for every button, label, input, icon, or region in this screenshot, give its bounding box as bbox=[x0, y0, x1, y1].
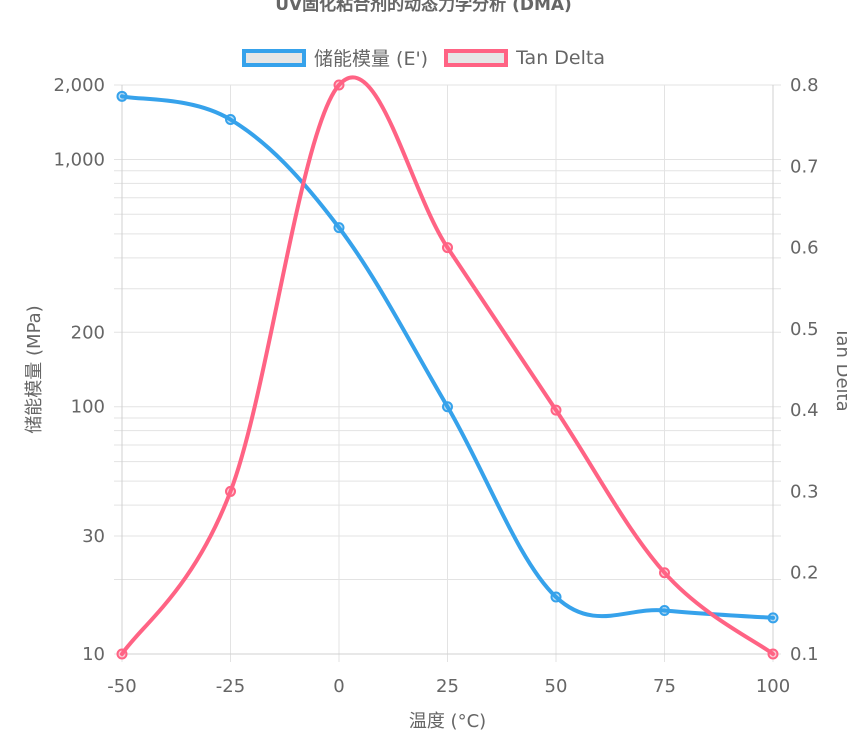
legend-swatch-storage-modulus bbox=[242, 48, 306, 67]
y-left-tick-label: 1,000 bbox=[53, 149, 105, 170]
legend-item-tan-delta[interactable]: Tan Delta bbox=[444, 44, 605, 71]
x-tick-label: 25 bbox=[436, 676, 459, 697]
data-point-storage-modulus[interactable] bbox=[116, 90, 128, 102]
y-right-tick-label: 0.6 bbox=[790, 238, 819, 259]
y-left-tick-label: 200 bbox=[71, 322, 105, 343]
legend-swatch-tan-delta bbox=[444, 48, 509, 67]
y-left-tick-label: 30 bbox=[82, 526, 105, 547]
y-right-tick-label: 0.4 bbox=[790, 400, 819, 421]
y-axis-right-title: Tan Delta bbox=[832, 326, 847, 411]
data-point-storage-modulus[interactable] bbox=[225, 114, 236, 126]
y-right-tick-label: 0.7 bbox=[790, 156, 819, 177]
axis-labels: -50 -25 0 25 50 75 100 10 30 100 200 1,000 2,000 0.1 0… bbox=[24, 75, 847, 732]
y-left-tick-label: 2,000 bbox=[53, 75, 105, 96]
y-right-tick-label: 0.8 bbox=[790, 75, 819, 96]
y-axis-left-title: 储能模量 (MPa) bbox=[24, 305, 45, 433]
data-point-tan-delta[interactable] bbox=[767, 648, 779, 660]
chart-title: UV固化粘合剂的动态力学分析 (DMA) bbox=[275, 0, 572, 15]
data-point-storage-modulus[interactable] bbox=[333, 222, 345, 234]
legend-label-tan-delta: Tan Delta bbox=[516, 46, 605, 69]
x-tick-label: -25 bbox=[216, 676, 245, 697]
legend-item-storage-modulus[interactable]: 储能模量 (E') bbox=[242, 44, 428, 71]
data-point-storage-modulus[interactable] bbox=[767, 612, 779, 624]
y-right-tick-label: 0.5 bbox=[790, 319, 819, 340]
y-left-tick-label: 100 bbox=[71, 397, 105, 418]
x-tick-label: 75 bbox=[653, 676, 676, 697]
x-tick-label: 100 bbox=[756, 676, 790, 697]
y-right-tick-label: 0.1 bbox=[790, 644, 819, 665]
series-line-storage-modulus bbox=[120, 94, 775, 620]
legend-label-storage-modulus: 储能模量 (E') bbox=[314, 48, 429, 70]
data-point-tan-delta[interactable] bbox=[550, 404, 562, 416]
data-point-tan-delta[interactable] bbox=[659, 567, 670, 579]
data-point-storage-modulus[interactable] bbox=[442, 401, 453, 413]
data-point-tan-delta[interactable] bbox=[333, 79, 345, 91]
y-left-tick-label: 10 bbox=[82, 644, 105, 665]
x-axis-title: 温度 (°C) bbox=[409, 711, 486, 732]
grid-lines bbox=[114, 84, 781, 662]
x-tick-label: -50 bbox=[107, 676, 136, 697]
axes bbox=[121, 85, 774, 655]
data-point-tan-delta[interactable] bbox=[442, 242, 453, 254]
y-right-tick-label: 0.3 bbox=[790, 481, 819, 502]
y-right-tick-label: 0.2 bbox=[790, 563, 819, 584]
data-point-tan-delta[interactable] bbox=[225, 485, 236, 497]
x-tick-label: 0 bbox=[333, 676, 344, 697]
data-point-storage-modulus[interactable] bbox=[659, 604, 670, 616]
series-line-tan-delta bbox=[120, 75, 775, 656]
data-point-storage-modulus[interactable] bbox=[550, 591, 562, 603]
series-layer bbox=[116, 75, 779, 660]
data-point-tan-delta[interactable] bbox=[116, 648, 128, 660]
legend: 储能模量 (E') Tan Delta bbox=[0, 44, 847, 71]
x-tick-label: 50 bbox=[545, 676, 568, 697]
